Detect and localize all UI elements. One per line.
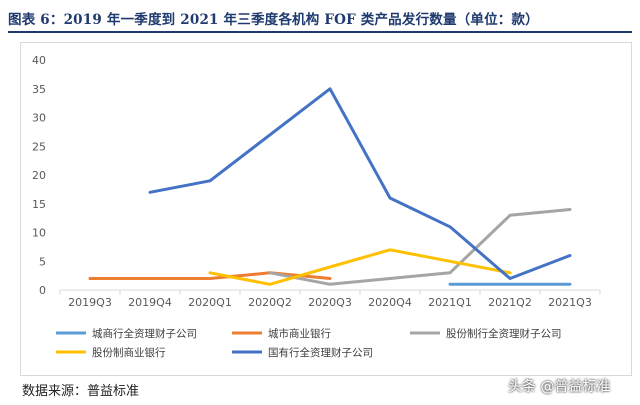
page-title: 图表 6：2019 年一季度到 2021 年三季度各机构 FOF 类产品发行数量…	[8, 12, 539, 28]
x-tick-label: 2020Q2	[248, 296, 292, 309]
x-tick-label: 2020Q1	[188, 296, 232, 309]
series-line-3	[268, 208, 572, 286]
series-line-2	[88, 271, 332, 280]
x-tick-label: 2021Q2	[488, 296, 532, 309]
title-rule	[8, 31, 632, 33]
y-tick-label: 0	[39, 284, 46, 297]
y-tick-label: 25	[32, 140, 46, 153]
legend-label: 国有行全资理财子公司	[268, 346, 373, 359]
legend-label: 城市商业银行	[268, 327, 331, 340]
legend-label: 股份制商业银行	[92, 346, 166, 359]
legend-label: 股份制行全资理财子公司	[446, 327, 562, 340]
chart-frame	[20, 42, 632, 376]
x-tick-label: 2019Q3	[68, 296, 112, 309]
series-line-5	[148, 87, 572, 280]
y-tick-label: 10	[32, 227, 46, 240]
y-tick-label: 30	[32, 112, 46, 125]
legend-label: 城商行全资理财子公司	[92, 327, 197, 340]
y-tick-label: 5	[39, 255, 46, 268]
y-tick-label: 20	[32, 169, 46, 182]
x-tick-label: 2019Q4	[128, 296, 172, 309]
watermark: 头条 @普益标准	[508, 379, 611, 395]
x-tick-label: 2021Q1	[428, 296, 472, 309]
x-tick-label: 2020Q4	[368, 296, 412, 309]
y-tick-label: 40	[32, 54, 46, 67]
y-tick-label: 35	[32, 83, 46, 96]
series-line-4	[208, 248, 512, 286]
x-tick-label: 2021Q3	[548, 296, 592, 309]
data-source: 数据来源：普益标准	[22, 384, 140, 399]
x-tick-label: 2020Q3	[308, 296, 352, 309]
y-tick-label: 15	[32, 198, 46, 211]
